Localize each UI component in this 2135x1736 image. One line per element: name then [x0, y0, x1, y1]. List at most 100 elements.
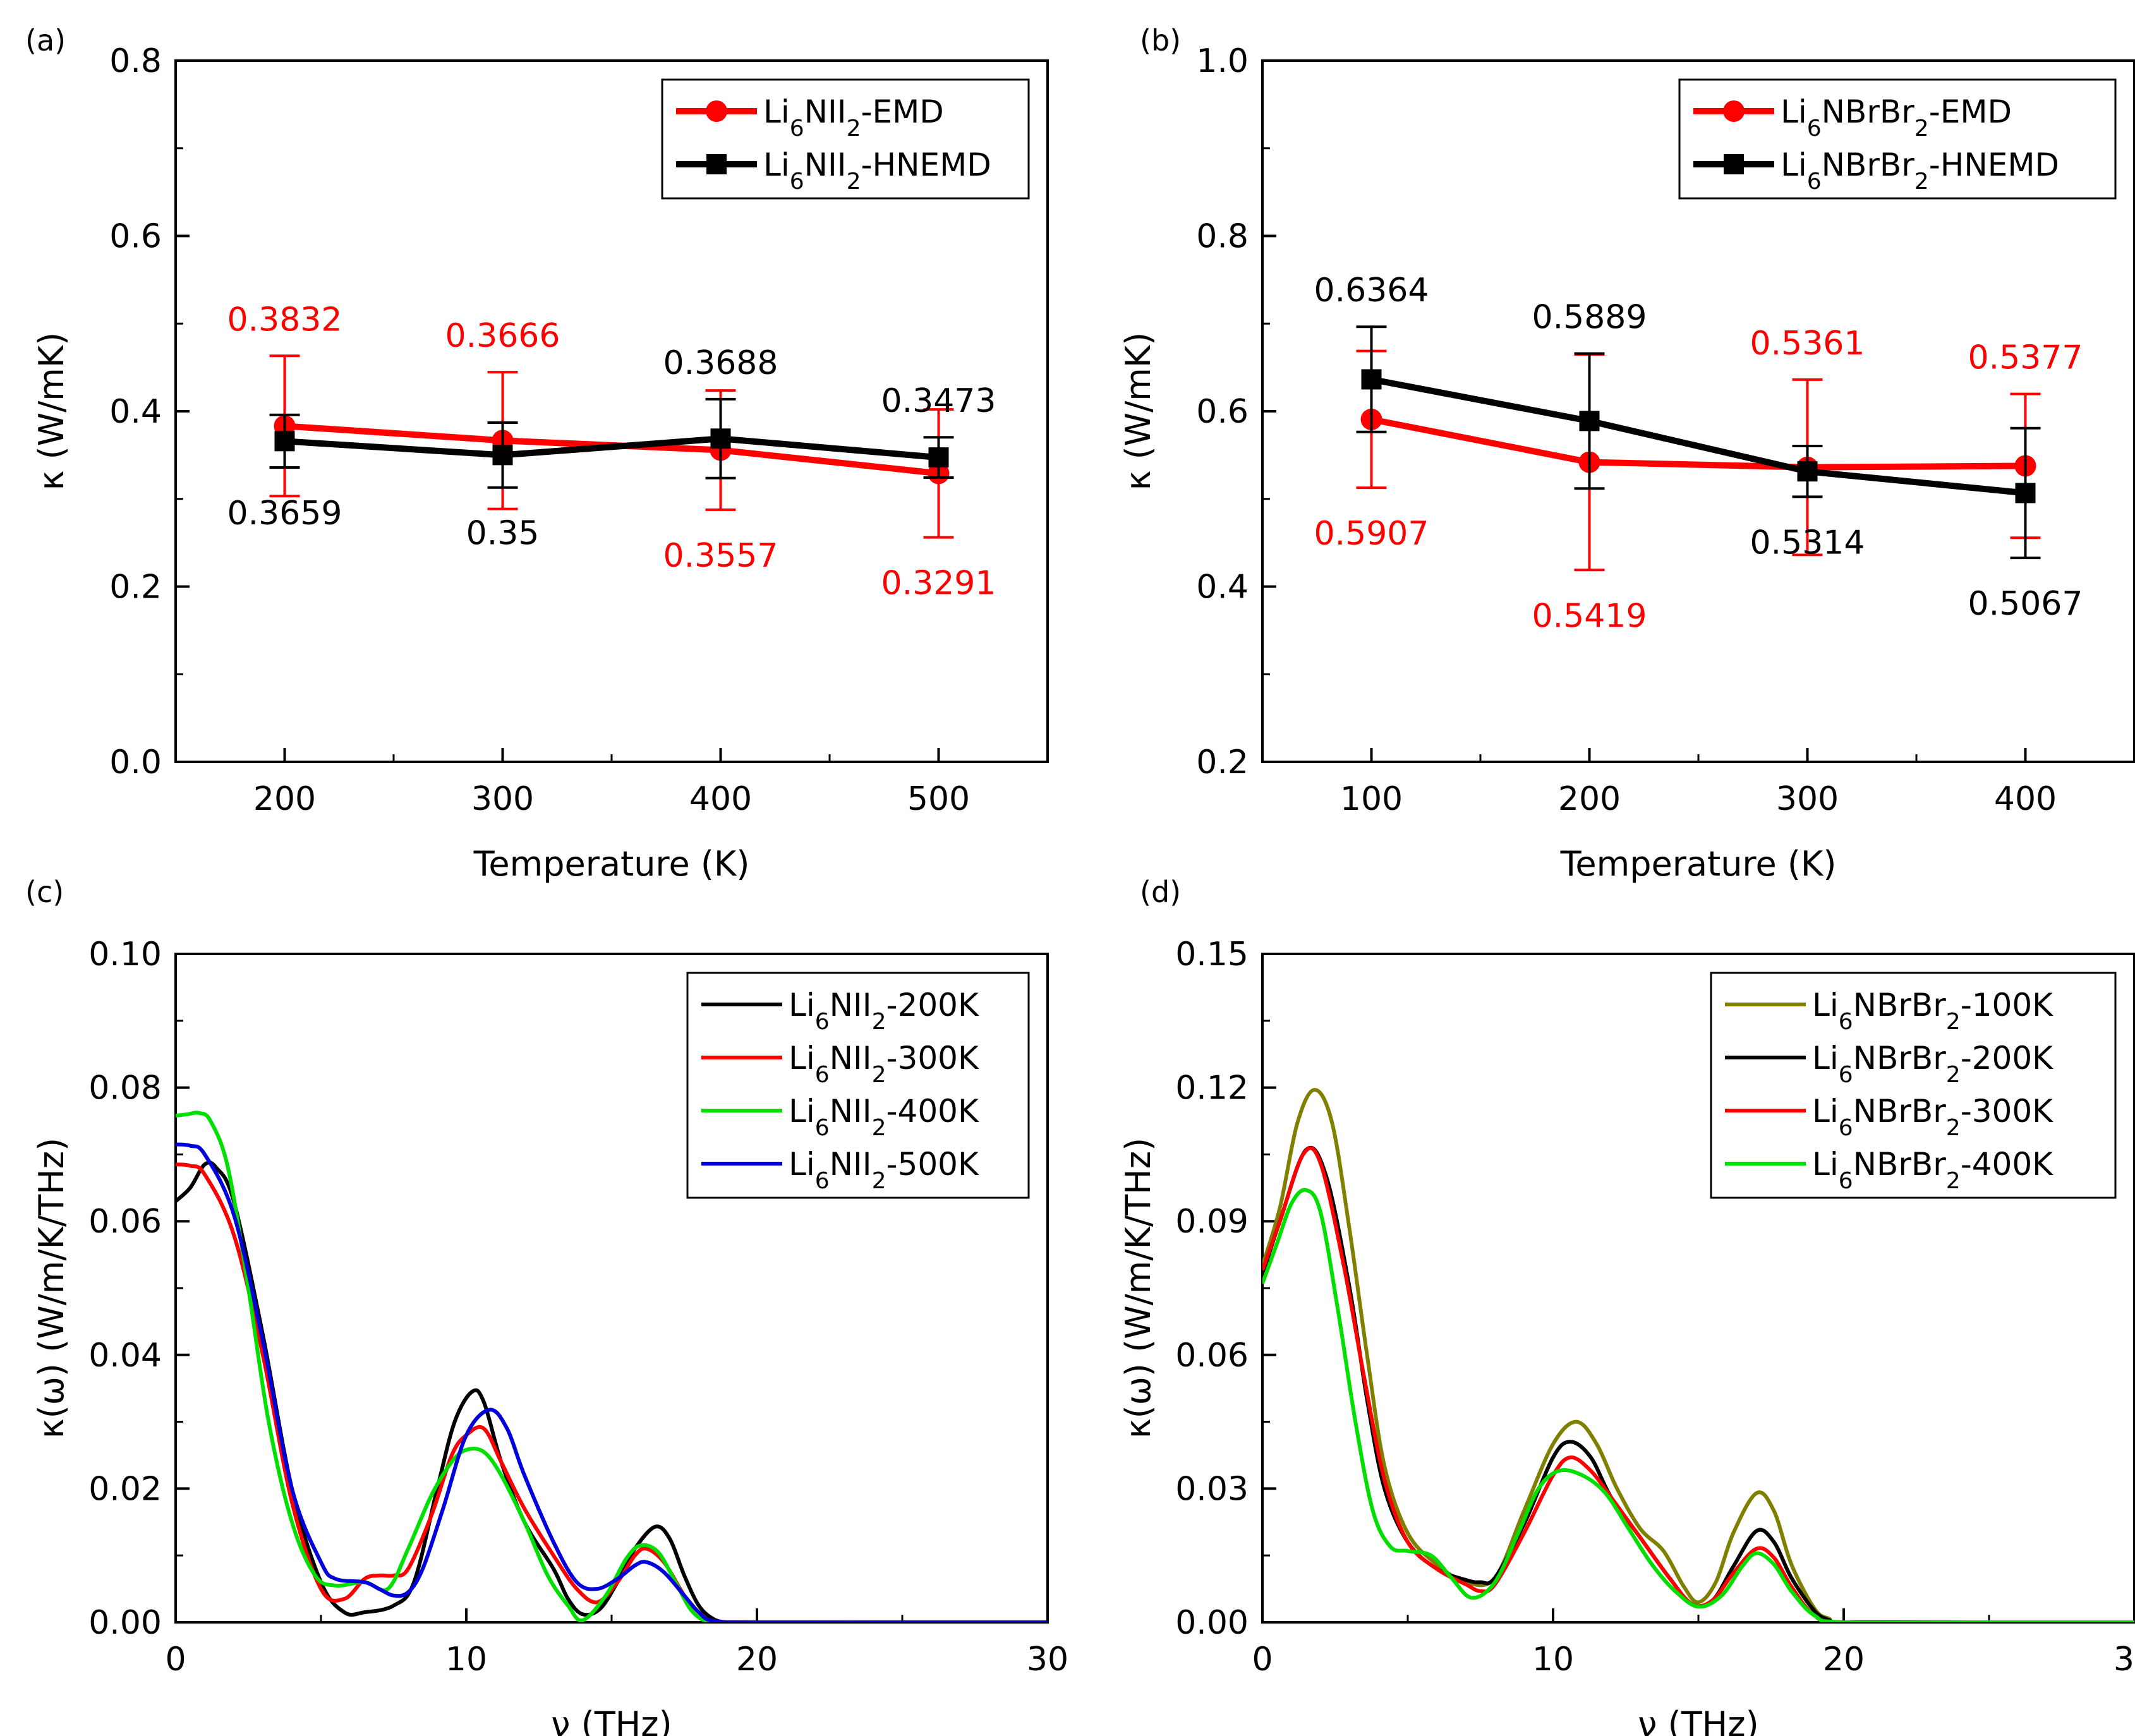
- series-line: [1262, 1188, 2134, 1622]
- data-label: 0.6364: [1314, 272, 1429, 310]
- y-tick-label: 0.06: [1175, 1337, 1249, 1375]
- x-tick-label: 30: [1027, 1641, 1068, 1679]
- series-300K: [1262, 1146, 2134, 1622]
- legend-entry: Li6NII2-500K: [789, 1146, 979, 1194]
- x-axis-label: ν (THz): [551, 1704, 672, 1736]
- data-label: 0.3557: [663, 537, 778, 575]
- legend-entry: Li6NBrBr2-EMD: [1781, 93, 2012, 142]
- x-tick-label: 10: [1532, 1641, 1574, 1679]
- y-tick-label: 0.12: [1175, 1070, 1249, 1107]
- panel-label: (a): [25, 23, 66, 57]
- series-HNEMD: [1356, 325, 2041, 560]
- y-axis-label: κ(ω) (W/m/K/THz): [1118, 1138, 1158, 1438]
- x-tick-label: 30: [2114, 1641, 2135, 1679]
- y-tick-label: 0.4: [1196, 569, 1249, 606]
- legend-entry: Li6NII2-HNEMD: [763, 147, 991, 195]
- y-tick-label: 0.2: [109, 569, 162, 606]
- y-tick-label: 0.00: [1175, 1604, 1249, 1642]
- legend-entry: Li6NII2-300K: [789, 1040, 979, 1088]
- y-axis-label: κ(ω) (W/m/K/THz): [32, 1138, 71, 1438]
- legend: Li6NBrBr2-EMD Li6NBrBr2-HNEMD: [1678, 78, 2117, 200]
- y-axis-label: κ (W/mK): [1118, 332, 1158, 491]
- data-label: 0.3659: [227, 495, 342, 533]
- x-tick-label: 20: [736, 1641, 778, 1679]
- legend-entry: Li6NBrBr2-300K: [1812, 1093, 2053, 1141]
- y-tick-label: 0.06: [88, 1203, 162, 1241]
- data-label: 0.5377: [1968, 339, 2083, 377]
- data-label: 0.35: [466, 515, 540, 553]
- legend-box: [1678, 78, 2117, 200]
- panel-label: (d): [1140, 875, 1181, 909]
- y-tick-label: 0.8: [109, 42, 162, 80]
- x-axis-label: Temperature (K): [473, 844, 750, 884]
- x-tick-label: 300: [471, 780, 534, 818]
- y-tick-label: 0.03: [1175, 1470, 1249, 1508]
- data-point: [928, 447, 949, 468]
- legend-marker: [1723, 100, 1745, 122]
- y-tick-label: 0.04: [88, 1337, 162, 1375]
- legend-entry: Li6NII2-400K: [789, 1093, 979, 1141]
- data-label: 0.3291: [881, 565, 996, 603]
- data-point: [492, 445, 513, 466]
- legend-box: [661, 78, 1030, 200]
- y-tick-label: 0.2: [1196, 744, 1249, 781]
- legend-marker: [706, 100, 727, 122]
- y-tick-label: 0.08: [88, 1070, 162, 1107]
- data-label: 0.5907: [1314, 515, 1429, 553]
- x-tick-label: 200: [1558, 780, 1621, 818]
- data-label: 0.5361: [1750, 325, 1865, 363]
- data-label: 0.3832: [227, 301, 342, 339]
- legend: Li6NBrBr2-100K Li6NBrBr2-200K Li6NBrBr2-30…: [1710, 972, 2117, 1199]
- chart-panel-3: (d) 0 10 20 30 0.00 0.03 0.06 0.09 0.12 0.15 ν (THz…: [1118, 875, 2135, 1736]
- y-tick-label: 0.8: [1196, 218, 1249, 256]
- y-tick-label: 0.00: [88, 1604, 162, 1642]
- data-label: 0.5889: [1532, 299, 1647, 337]
- y-tick-label: 0.02: [88, 1470, 162, 1508]
- data-point: [710, 428, 731, 449]
- series-line: [1262, 1088, 2134, 1622]
- legend-marker: [706, 154, 727, 174]
- series-400K: [1262, 1188, 2134, 1622]
- x-tick-label: 0: [165, 1641, 186, 1679]
- data-label: 0.3666: [445, 317, 560, 355]
- x-tick-label: 400: [1994, 780, 2057, 818]
- series-100K: [1262, 1088, 2134, 1622]
- data-label: 0.5314: [1750, 524, 1865, 562]
- series-line: [176, 1142, 1048, 1622]
- y-tick-label: 0.6: [109, 218, 162, 256]
- legend-entry: Li6NBrBr2-100K: [1812, 987, 2053, 1035]
- y-axis-label: κ (W/mK): [32, 332, 71, 491]
- y-tick-label: 0.6: [1196, 393, 1249, 431]
- legend: Li6NII2-EMD Li6NII2-HNEMD: [661, 78, 1030, 200]
- series-EMD: [1356, 349, 2041, 572]
- series-line: [176, 1111, 1048, 1622]
- x-tick-label: 20: [1823, 1641, 1865, 1679]
- legend-entry: Li6NII2-EMD: [763, 93, 944, 142]
- series-400K: [176, 1111, 1048, 1622]
- data-point: [1579, 411, 1600, 431]
- data-label: 0.3688: [663, 344, 778, 382]
- series-line: [1370, 376, 2026, 497]
- legend-marker: [1724, 154, 1744, 174]
- series-500K: [176, 1142, 1048, 1622]
- data-point: [1797, 461, 1818, 482]
- data-point: [274, 431, 295, 452]
- y-tick-label: 0.0: [109, 744, 162, 781]
- x-tick-label: 300: [1776, 780, 1839, 818]
- y-tick-label: 0.10: [88, 936, 162, 973]
- x-tick-label: 500: [907, 780, 970, 818]
- x-tick-label: 0: [1252, 1641, 1273, 1679]
- y-tick-label: 0.15: [1175, 936, 1249, 973]
- x-tick-label: 100: [1340, 780, 1403, 818]
- chart-panel-1: (b) 100 200 300 400 0.2 0.4 0.6 0.8 1.0 Temperatur…: [1118, 23, 2135, 884]
- series-HNEMD: [269, 397, 954, 489]
- panel-label: (c): [25, 875, 64, 909]
- legend-entry: Li6NII2-200K: [789, 987, 979, 1035]
- data-point: [1361, 369, 1382, 390]
- legend-entry: Li6NBrBr2-400K: [1812, 1146, 2053, 1194]
- data-label: 0.3473: [881, 382, 996, 420]
- y-tick-label: 0.09: [1175, 1203, 1249, 1241]
- series-line: [176, 1162, 1048, 1622]
- x-tick-label: 200: [253, 780, 316, 818]
